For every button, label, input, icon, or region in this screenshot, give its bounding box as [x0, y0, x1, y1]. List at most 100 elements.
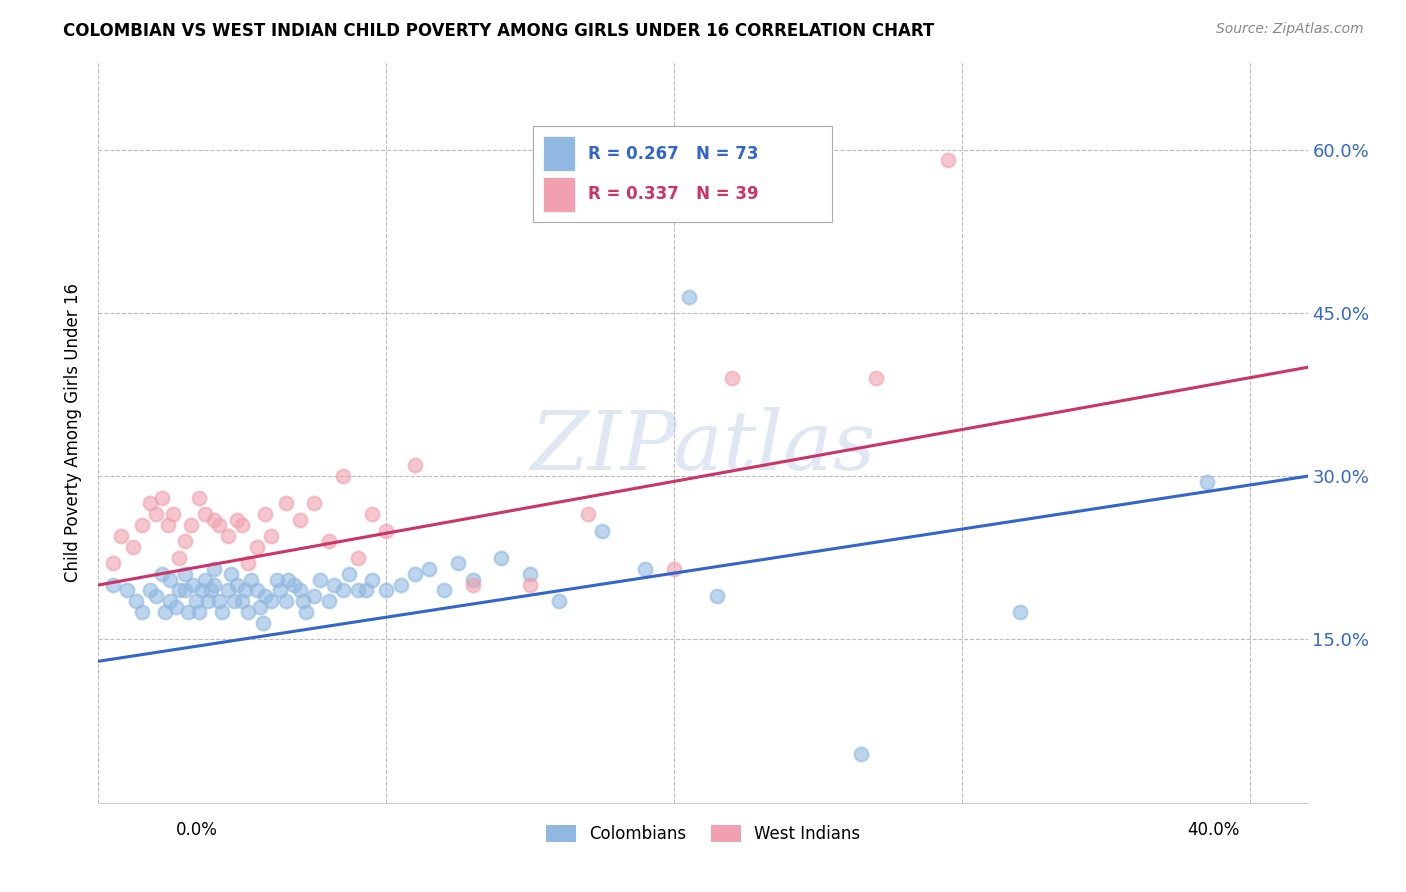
Point — [318, 594, 340, 608]
Point — [720, 371, 742, 385]
Text: COLOMBIAN VS WEST INDIAN CHILD POVERTY AMONG GIRLS UNDER 16 CORRELATION CHART: COLOMBIAN VS WEST INDIAN CHILD POVERTY A… — [63, 22, 935, 40]
Point — [176, 605, 198, 619]
Point — [153, 605, 176, 619]
Point — [309, 573, 332, 587]
Point — [283, 578, 305, 592]
Point — [115, 583, 138, 598]
Point — [194, 573, 217, 587]
Point — [211, 605, 233, 619]
Point — [318, 534, 340, 549]
Point — [131, 605, 153, 619]
Point — [249, 599, 271, 614]
Point — [634, 562, 657, 576]
Y-axis label: Child Poverty Among Girls Under 16: Child Poverty Among Girls Under 16 — [63, 283, 82, 582]
Point — [159, 594, 181, 608]
Point — [269, 583, 291, 598]
Point — [110, 529, 132, 543]
Point — [851, 747, 873, 761]
Point — [188, 605, 211, 619]
Point — [231, 594, 253, 608]
Point — [236, 556, 259, 570]
Point — [254, 589, 277, 603]
Point — [156, 518, 179, 533]
Point — [225, 578, 247, 592]
Point — [254, 508, 277, 522]
Point — [304, 496, 326, 510]
Point — [519, 578, 541, 592]
Point — [404, 458, 426, 473]
Point — [678, 289, 700, 303]
Point — [461, 573, 484, 587]
Point — [131, 518, 153, 533]
Point — [183, 578, 205, 592]
Point — [576, 508, 599, 522]
Point — [173, 534, 195, 549]
Point — [252, 616, 274, 631]
Point — [173, 583, 195, 598]
Point — [202, 513, 225, 527]
Point — [447, 556, 470, 570]
Point — [354, 583, 377, 598]
Text: ZIPatlas: ZIPatlas — [530, 408, 876, 487]
Legend: Colombians, West Indians: Colombians, West Indians — [538, 819, 868, 850]
Point — [389, 578, 412, 592]
Point — [202, 578, 225, 592]
Point — [162, 508, 184, 522]
Point — [125, 594, 148, 608]
Point — [246, 540, 269, 554]
Point — [346, 550, 368, 565]
Point — [219, 567, 242, 582]
Point — [361, 573, 384, 587]
Point — [433, 583, 456, 598]
Point — [233, 583, 256, 598]
Point — [260, 594, 283, 608]
Point — [165, 599, 187, 614]
Point — [291, 594, 314, 608]
Point — [274, 594, 297, 608]
Point — [323, 578, 346, 592]
Point — [236, 605, 259, 619]
Point — [404, 567, 426, 582]
Point — [188, 491, 211, 505]
Point — [865, 371, 887, 385]
Point — [208, 518, 231, 533]
Text: R = 0.337   N = 39: R = 0.337 N = 39 — [588, 186, 759, 203]
Point — [197, 594, 219, 608]
Point — [548, 594, 571, 608]
Point — [139, 496, 162, 510]
Point — [145, 589, 167, 603]
Point — [122, 540, 145, 554]
Point — [332, 583, 354, 598]
Point — [288, 513, 311, 527]
Point — [191, 583, 214, 598]
Point — [936, 153, 959, 168]
Point — [208, 594, 231, 608]
Point — [332, 469, 354, 483]
Text: 40.0%: 40.0% — [1187, 821, 1240, 838]
Point — [346, 583, 368, 598]
Point — [274, 496, 297, 510]
Point — [225, 513, 247, 527]
Point — [186, 594, 208, 608]
Point — [217, 583, 239, 598]
Point — [150, 491, 173, 505]
Point — [277, 573, 299, 587]
Point — [375, 524, 398, 538]
Point — [159, 573, 181, 587]
Point — [591, 524, 613, 538]
Point — [461, 578, 484, 592]
Point — [664, 562, 686, 576]
Point — [202, 562, 225, 576]
Point — [240, 573, 263, 587]
Text: R = 0.267   N = 73: R = 0.267 N = 73 — [588, 145, 759, 162]
Point — [519, 567, 541, 582]
Point — [294, 605, 316, 619]
Text: Source: ZipAtlas.com: Source: ZipAtlas.com — [1216, 22, 1364, 37]
Point — [101, 578, 124, 592]
Point — [337, 567, 360, 582]
Point — [491, 550, 513, 565]
Point — [418, 562, 440, 576]
Point — [706, 589, 728, 603]
Point — [1008, 605, 1031, 619]
Point — [246, 583, 269, 598]
